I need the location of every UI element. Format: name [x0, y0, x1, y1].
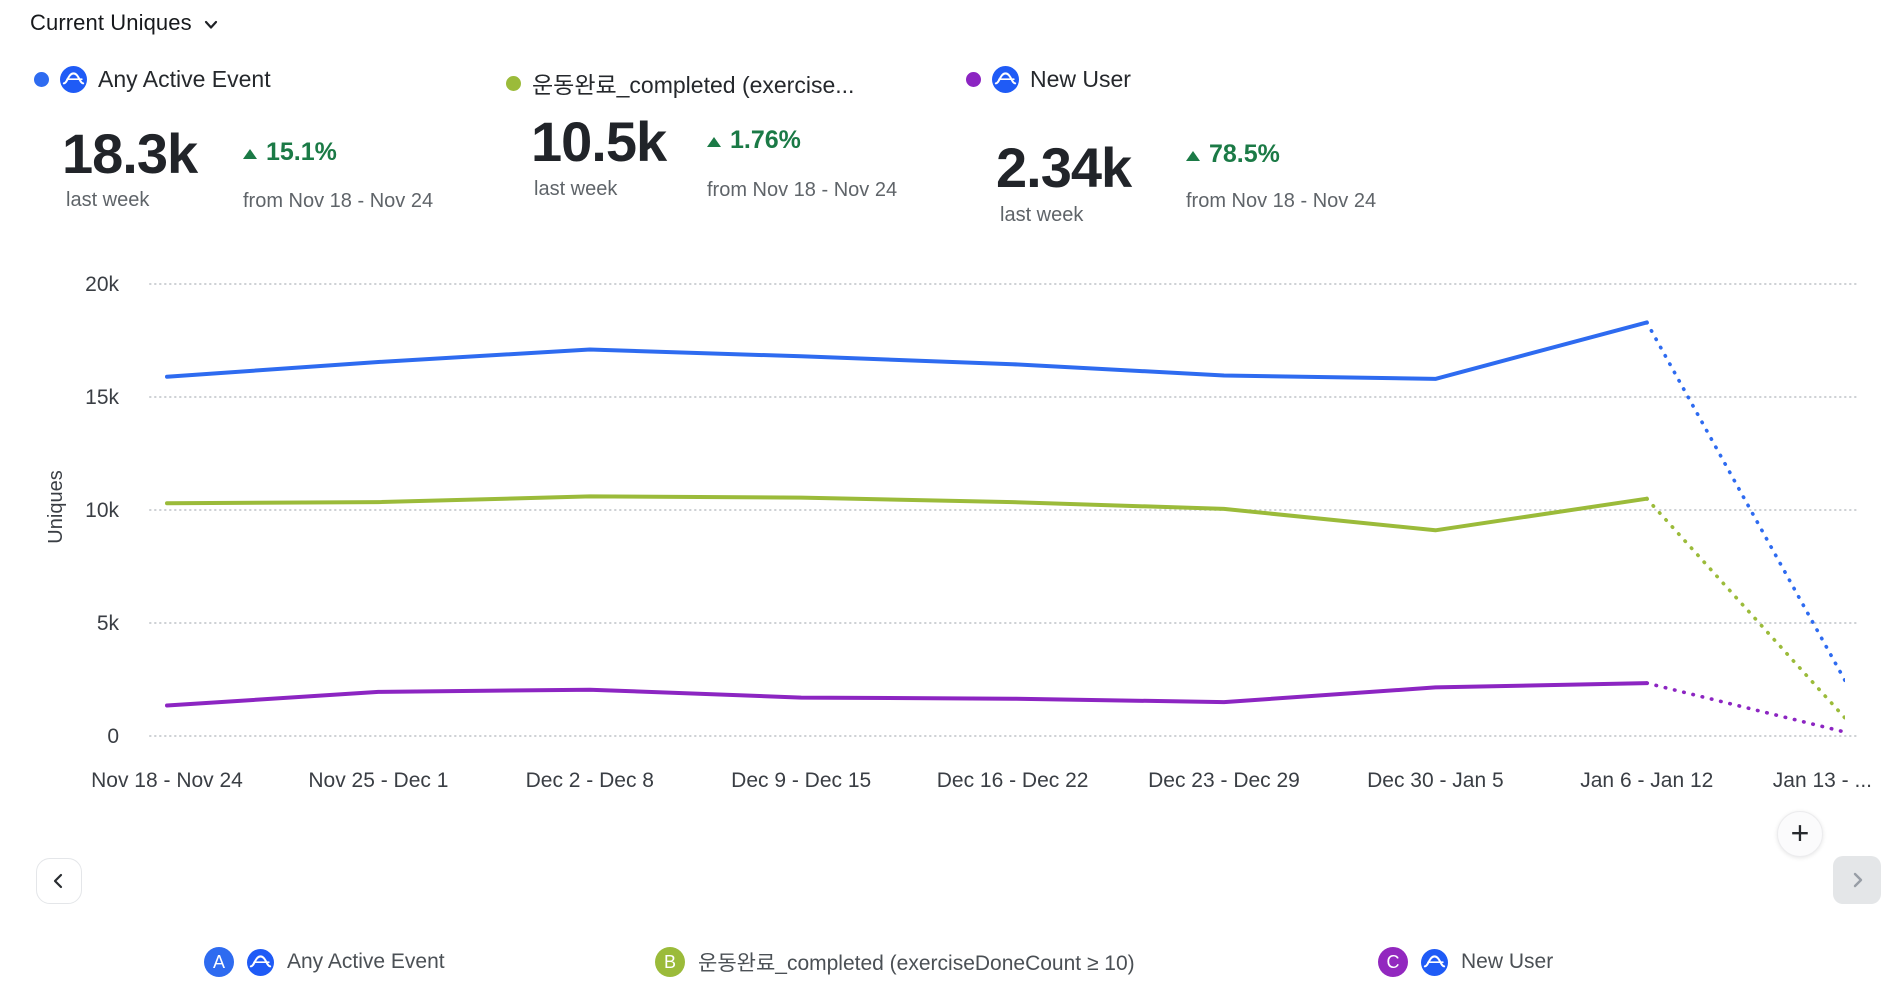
legend-a-badge: A: [204, 947, 234, 977]
series-line: [165, 320, 1649, 381]
legend-item-new-user[interactable]: C New User: [1378, 947, 1553, 977]
scroll-left-button[interactable]: [36, 858, 82, 904]
arrow-up-icon: [707, 136, 721, 147]
legend-item-any-active-event[interactable]: A Any Active Event: [204, 947, 445, 977]
metric-delta: 78.5%: [1186, 140, 1280, 169]
metric-card-c-header[interactable]: New User: [966, 66, 1131, 93]
arrow-up-icon: [243, 148, 257, 159]
legend-label: 운동완료_completed (exerciseDoneCount ≥ 10): [698, 952, 1135, 975]
legend-c-badge: C: [1378, 947, 1408, 977]
amplitude-event-icon: [992, 66, 1019, 93]
series-projection-line: [1645, 681, 1845, 734]
metric-title: New User: [1030, 66, 1131, 92]
x-axis-tick: Jan 13 - ...: [1773, 769, 1872, 792]
x-axis-tick: Dec 2 - Dec 8: [526, 769, 654, 792]
series-line: [165, 494, 1649, 533]
series-line: [165, 681, 1649, 708]
chevron-down-icon: [204, 20, 217, 29]
amplitude-event-icon: [60, 66, 87, 93]
series-a-dot-icon: [34, 72, 49, 87]
metric-period: last week: [534, 178, 618, 200]
metric-title: 운동완료_completed (exercise...: [532, 72, 855, 98]
x-axis-tick: Nov 18 - Nov 24: [91, 769, 243, 792]
y-axis-title: Uniques: [45, 470, 67, 543]
y-axis-tick: 10k: [85, 499, 119, 522]
metric-delta: 15.1%: [243, 138, 337, 167]
x-axis-tick: Dec 9 - Dec 15: [731, 769, 871, 792]
legend-b-badge: B: [655, 947, 685, 977]
series-projection-line: [1645, 496, 1845, 721]
metric-period: last week: [1000, 204, 1084, 226]
amplitude-event-icon: [1421, 948, 1448, 976]
metric-compare-range: from Nov 18 - Nov 24: [1186, 190, 1377, 212]
arrow-up-icon: [1186, 150, 1200, 161]
legend-item-exercise-completed[interactable]: B 운동완료_completed (exerciseDoneCount ≥ 10…: [655, 947, 1135, 977]
series-projection-line: [1645, 320, 1845, 685]
y-axis-tick: 0: [107, 725, 119, 748]
plus-icon: +: [1790, 814, 1810, 851]
chevron-left-icon: [53, 873, 63, 889]
y-axis-tick: 5k: [97, 612, 120, 635]
x-axis-tick: Dec 30 - Jan 5: [1367, 769, 1504, 792]
y-axis-tick: 15k: [85, 386, 119, 409]
chevron-right-icon: [1853, 872, 1863, 888]
y-axis-tick: 20k: [85, 273, 119, 296]
uniques-line-chart[interactable]: 20k 15k 10k 5k 0 Uniques Nov 18 - Nov 24 Nov 25…: [0, 250, 1904, 810]
scroll-right-button[interactable]: [1833, 856, 1881, 904]
metric-compare-range: from Nov 18 - Nov 24: [707, 179, 898, 201]
legend-label: Any Active Event: [287, 950, 445, 973]
x-axis-tick: Dec 16 - Dec 22: [937, 769, 1089, 792]
metric-compare-range: from Nov 18 - Nov 24: [243, 190, 434, 212]
metric-value: 18.3k: [62, 122, 198, 185]
amplitude-event-icon: [247, 948, 274, 976]
x-axis-tick: Nov 25 - Dec 1: [308, 769, 448, 792]
metric-value: 10.5k: [531, 110, 667, 173]
legend-label: New User: [1461, 950, 1554, 973]
page-title: Current Uniques: [30, 10, 192, 35]
metric-value: 2.34k: [996, 136, 1132, 199]
x-axis-tick: Dec 23 - Dec 29: [1148, 769, 1300, 792]
series-b-dot-icon: [506, 75, 521, 91]
metric-card-b-header[interactable]: 운동완료_completed (exercise...: [506, 66, 854, 100]
metric-title: Any Active Event: [98, 66, 271, 92]
metric-card-a-header[interactable]: Any Active Event: [34, 66, 271, 93]
add-annotation-button[interactable]: +: [1777, 811, 1823, 857]
series-c-dot-icon: [966, 72, 981, 87]
metric-mode-dropdown[interactable]: Current Uniques: [30, 10, 220, 36]
x-axis-tick: Jan 6 - Jan 12: [1580, 769, 1713, 792]
metric-period: last week: [66, 189, 150, 211]
metric-delta: 1.76%: [707, 126, 801, 155]
